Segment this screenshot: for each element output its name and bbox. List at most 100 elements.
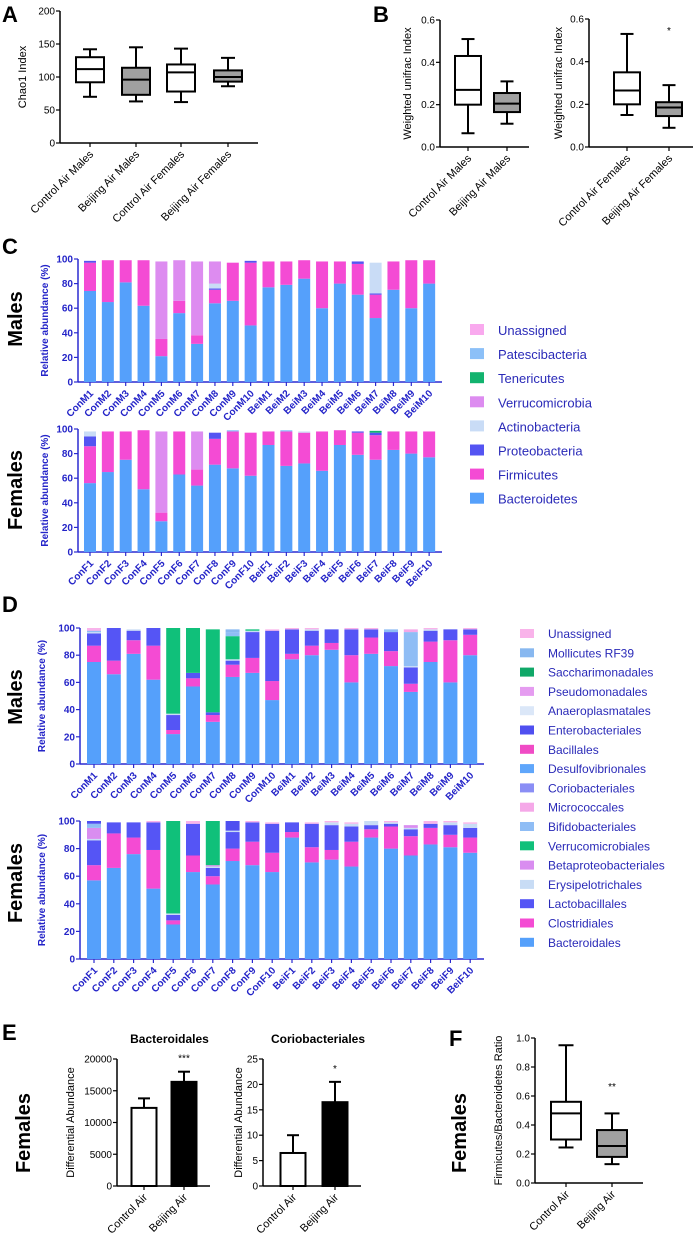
legend-item: Erysipelotrichales: [520, 878, 642, 892]
bar-segment-micrococcales: [87, 629, 101, 631]
stacked-bar: [126, 822, 141, 959]
y-tick-label: 0.0: [516, 1179, 530, 1190]
bar-segment-proteobacteria: [84, 260, 96, 263]
legend-item: Micrococcales: [520, 801, 624, 815]
stacked-bar: [344, 628, 359, 764]
bar-segment-bacteroidetes: [298, 278, 311, 382]
stacked-bar: [324, 821, 339, 959]
legend-swatch: [520, 822, 534, 831]
bar-segment-bifidobacteriales: [384, 629, 398, 633]
legend-swatch: [520, 744, 534, 754]
panel-label-e: E: [2, 1020, 17, 1045]
stacked-bar: [403, 825, 418, 959]
y-axis-label: Relative abundance (%): [40, 264, 51, 376]
bar-segment-actinobacteria: [84, 431, 96, 437]
bar-segment-lactobacillales: [304, 823, 319, 848]
legend-swatch: [520, 918, 534, 928]
y-tick-label: 100: [58, 624, 75, 635]
bar-segment-erysipelotrichales: [423, 629, 438, 631]
legend-swatch: [520, 802, 534, 812]
stacked-bar: [166, 821, 181, 959]
legend-item: Coriobacteriales: [520, 781, 635, 795]
box-plot: [121, 46, 151, 103]
bar-segment-firmicutes: [316, 431, 329, 471]
y-tick-label: 60: [62, 474, 74, 485]
bar-segment-bacteroidetes: [155, 356, 168, 382]
x-category-label: Control Air Males: [406, 152, 474, 220]
stacked-bar: [463, 822, 478, 959]
stacked-bar: [87, 628, 101, 764]
bar-segment-clostridiales: [225, 664, 240, 677]
bar-segment-verrucomicrobiales: [205, 629, 220, 713]
bar-segment-bacteroidetes: [280, 284, 293, 382]
bar-segment-unassigned: [443, 821, 458, 823]
y-tick-label: 80: [64, 844, 76, 855]
legend-label: Anaeroplasmatales: [548, 704, 651, 718]
legend-swatch: [470, 324, 484, 335]
bar-segment-firmicutes: [405, 260, 418, 309]
bar-segment-clostridiales: [324, 849, 339, 860]
y-tick-label: 20: [62, 353, 74, 364]
legend-label: Verrucomicrobiales: [548, 839, 650, 853]
bar-segment-unassigned: [324, 821, 339, 823]
stacked-bar: [280, 261, 293, 382]
bar-segment-bacteroidales: [245, 865, 260, 959]
legend-item: Actinobacteria: [470, 419, 581, 434]
bar-segment-clostridiales: [186, 678, 200, 687]
bar-segment-clostridiales: [166, 730, 181, 735]
bar-segment-enterobacteriales: [87, 821, 101, 824]
bar-segment-firmicutes: [84, 446, 96, 484]
y-tick-label: 15: [247, 1105, 259, 1116]
bar-segment-clostridiales: [245, 841, 260, 866]
bar-segment-lactobacillales: [146, 822, 161, 850]
bar-segment-unassigned: [364, 628, 379, 630]
bar-segment-firmicutes: [280, 261, 293, 285]
stacked-bar: [364, 821, 379, 959]
bar-segment-bacteroidetes: [405, 308, 418, 382]
bar-segment-clostridiales: [166, 920, 181, 925]
y-tick-label: 60: [64, 678, 76, 689]
bar-segment-erysipelotrichales: [166, 913, 181, 915]
bar-segment-bacteroidales: [87, 662, 101, 764]
stacked-bar: [265, 822, 280, 959]
bar-segment-verrucomicrobiales: [166, 628, 181, 714]
bar-segment-bacteroidetes: [208, 464, 221, 552]
stacked-bar: [137, 260, 150, 382]
stacked-bar: [205, 629, 220, 764]
legend-item: Saccharimonadales: [520, 666, 653, 680]
legend-item: Mollicutes RF39: [520, 646, 634, 660]
bar-segment-bacteroidales: [265, 872, 280, 959]
bar-segment-proteobacteria: [351, 431, 364, 433]
bar-segment-bacteroidales: [106, 674, 121, 764]
bar-segment-bacteroidetes: [316, 470, 329, 552]
bar-segment-bacteroidetes: [119, 459, 132, 552]
bar-segment-clostridiales: [403, 683, 418, 692]
bar-segment-unassigned: [146, 821, 161, 823]
stacked-bar: [186, 628, 200, 764]
significance-marker: *: [667, 26, 671, 37]
bar-segment-bacteroidetes: [191, 343, 204, 382]
bar-segment-clostridiales: [364, 637, 379, 654]
legend-item: Verrucomicrobiales: [520, 839, 650, 853]
y-tick-label: 5: [252, 1156, 258, 1167]
y-tick-label: 0.4: [421, 58, 435, 69]
y-tick-label: 40: [62, 498, 74, 509]
bar-segment-bacteroidetes: [316, 308, 329, 382]
bar-segment-bacteroidales: [443, 847, 458, 959]
bar-segment-lactobacillales: [205, 867, 220, 877]
y-tick-label: 20: [64, 732, 76, 743]
bar-segment-lactobacillales: [423, 630, 438, 642]
bar-segment-firmicutes: [119, 431, 132, 460]
bar-segment-bacteroidales: [384, 666, 398, 764]
bar-segment-firmicutes: [208, 438, 221, 465]
bar-segment-bacteroidales: [423, 844, 438, 959]
legend-item: Pseudomonadales: [520, 685, 647, 699]
bar-segment-lactobacillales: [285, 822, 299, 833]
bar-segment-erysipelotrichales: [245, 630, 260, 633]
stacked-bar: [186, 821, 200, 959]
panel-label-a: A: [2, 2, 18, 27]
y-tick-label: 150: [38, 40, 55, 51]
y-tick-label: 10: [247, 1131, 259, 1142]
bar-segment-firmicutes: [369, 294, 382, 319]
bar-segment-bacteroidetes: [387, 449, 400, 552]
